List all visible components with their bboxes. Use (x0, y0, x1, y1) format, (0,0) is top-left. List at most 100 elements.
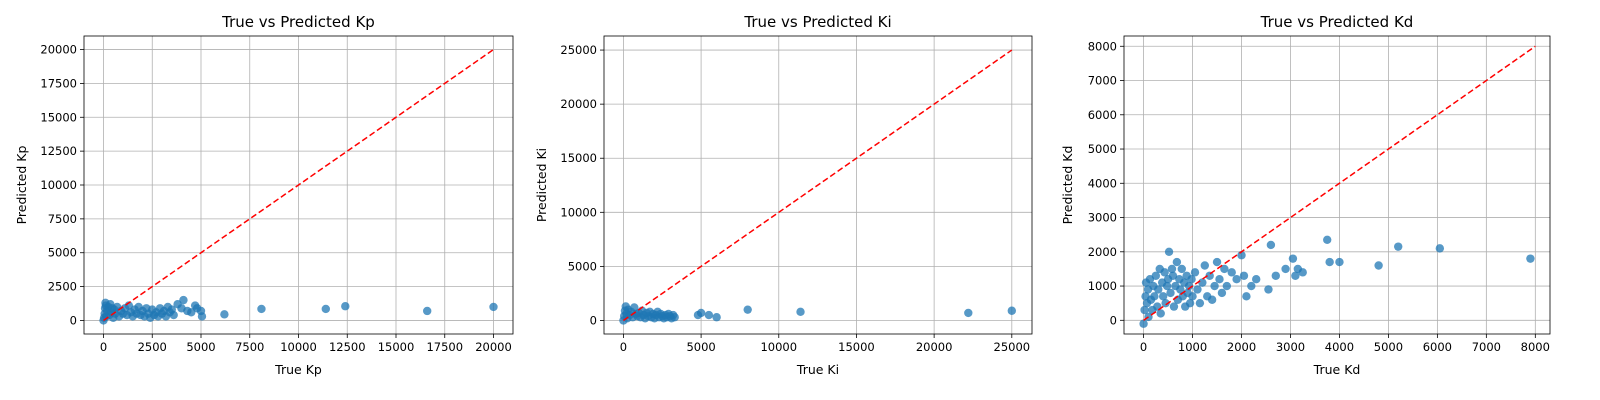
data-point (169, 310, 178, 320)
reference-line (103, 48, 494, 322)
y-tick-label: 5000 (1088, 142, 1117, 156)
data-point (257, 304, 266, 314)
x-tick-label: 3000 (1276, 340, 1305, 354)
data-point (1150, 292, 1159, 301)
x-tick-label: 0 (100, 340, 107, 354)
data-point (1184, 281, 1194, 291)
x-tick-label: 8000 (1521, 340, 1550, 354)
data-point (1288, 254, 1298, 263)
subplot-1: 0 2500 5000 7500 10000 12500 15000 17500 20000 0 2… (14, 13, 514, 377)
data-point (1435, 244, 1445, 253)
y-tick-label: 20000 (40, 43, 77, 57)
data-point (1325, 257, 1334, 267)
y-tick-label: 5000 (48, 246, 77, 260)
subplot-2: 0 5000 10000 15000 20000 25000 0 5000 10000 15000… (534, 13, 1033, 377)
x-tick-label: 15000 (838, 340, 875, 354)
data-point (964, 308, 973, 318)
data-point (1166, 288, 1175, 298)
data-point (1164, 247, 1174, 256)
data-point (1222, 281, 1232, 291)
data-point (1298, 268, 1307, 277)
data-point (321, 304, 330, 314)
data-point (1210, 281, 1219, 291)
chart-title: True vs Predicted Ki (743, 13, 891, 31)
data-point (1526, 254, 1535, 263)
x-tick-label: 20000 (475, 340, 512, 354)
y-tick-label: 4000 (1088, 176, 1117, 190)
data-point (1168, 271, 1178, 280)
y-tick-label: 3000 (1088, 211, 1117, 225)
chart-title: True vs Predicted Kp (221, 13, 375, 31)
data-point (1176, 285, 1185, 294)
data-point (1151, 271, 1161, 280)
x-axis-label: True Ki (796, 362, 839, 377)
data-point (1154, 285, 1163, 294)
data-point (696, 308, 706, 318)
data-point (1169, 302, 1179, 311)
data-point (1161, 298, 1170, 308)
data-point (197, 312, 207, 321)
y-tick-label: 8000 (1088, 39, 1117, 53)
data-point (1167, 264, 1177, 274)
scatter-points (619, 302, 1017, 325)
reference-line (1143, 45, 1536, 321)
data-point (1271, 271, 1280, 280)
x-tick-label: 5000 (686, 340, 715, 354)
x-tick-label: 1000 (1178, 340, 1207, 354)
data-point (1172, 257, 1182, 267)
x-tick-label: 17500 (426, 340, 463, 354)
y-tick-label: 10000 (40, 178, 77, 192)
data-point (220, 310, 229, 319)
data-point (1217, 288, 1227, 298)
data-point (712, 313, 721, 322)
x-tick-label: 25000 (994, 340, 1031, 354)
y-axis-label: Predicted Kp (14, 146, 29, 225)
data-point (1156, 309, 1165, 318)
y-tick-label: 20000 (560, 97, 597, 111)
y-tick-label: 7500 (48, 212, 77, 226)
data-point (1215, 274, 1224, 284)
x-tick-label: 12500 (329, 340, 366, 354)
x-tick-label: 7000 (1472, 340, 1501, 354)
y-tick-label: 7000 (1088, 74, 1117, 88)
data-point (1281, 264, 1290, 274)
x-tick-label: 10000 (280, 340, 317, 354)
x-tick-label: 7500 (235, 340, 264, 354)
data-point (1335, 257, 1344, 267)
data-point (1247, 281, 1256, 291)
x-tick-label: 5000 (1374, 340, 1403, 354)
data-point (1232, 274, 1241, 284)
x-tick-label: 4000 (1325, 340, 1354, 354)
data-point (1212, 257, 1222, 267)
x-tick-label: 2000 (1227, 340, 1256, 354)
y-tick-label: 25000 (560, 43, 597, 57)
reference-line (622, 49, 1013, 322)
x-tick-label: 20000 (916, 340, 953, 354)
data-point (1193, 285, 1202, 294)
data-point (1266, 240, 1276, 250)
data-point (670, 313, 679, 322)
data-point (179, 295, 188, 305)
y-axis-label: Predicted Kd (1060, 146, 1075, 225)
data-point (1162, 281, 1172, 291)
data-point (1195, 298, 1205, 308)
y-tick-label: 15000 (40, 110, 77, 124)
data-point (796, 307, 805, 317)
y-tick-label: 2500 (48, 280, 77, 294)
x-axis-label: True Kd (1313, 362, 1361, 377)
y-tick-label: 1000 (1088, 279, 1117, 293)
x-tick-label: 15000 (378, 340, 415, 354)
data-point (1187, 274, 1196, 284)
y-tick-label: 10000 (560, 205, 597, 219)
x-tick-label: 0 (1140, 340, 1147, 354)
y-tick-label: 0 (590, 313, 597, 327)
data-point (1227, 268, 1236, 277)
y-tick-label: 15000 (560, 151, 597, 165)
data-point (1374, 261, 1383, 270)
x-tick-label: 5000 (186, 340, 215, 354)
data-point (1177, 264, 1186, 274)
subplot-3: 0 1000 2000 3000 4000 5000 6000 7000 8000 0 1000 20… (1060, 13, 1551, 377)
x-tick-label: 0 (620, 340, 627, 354)
data-point (1188, 292, 1197, 301)
